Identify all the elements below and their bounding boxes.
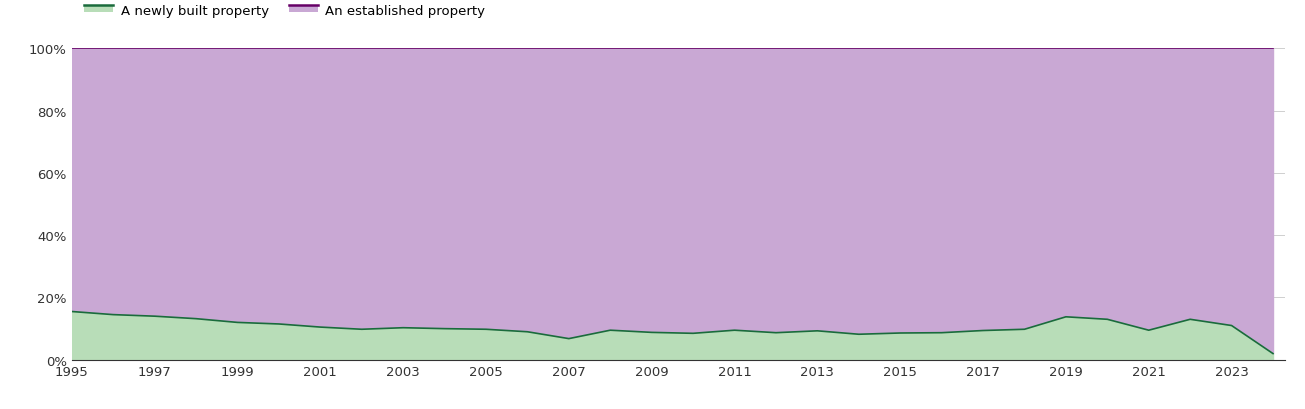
Legend: A newly built property, An established property: A newly built property, An established p… (78, 0, 491, 24)
